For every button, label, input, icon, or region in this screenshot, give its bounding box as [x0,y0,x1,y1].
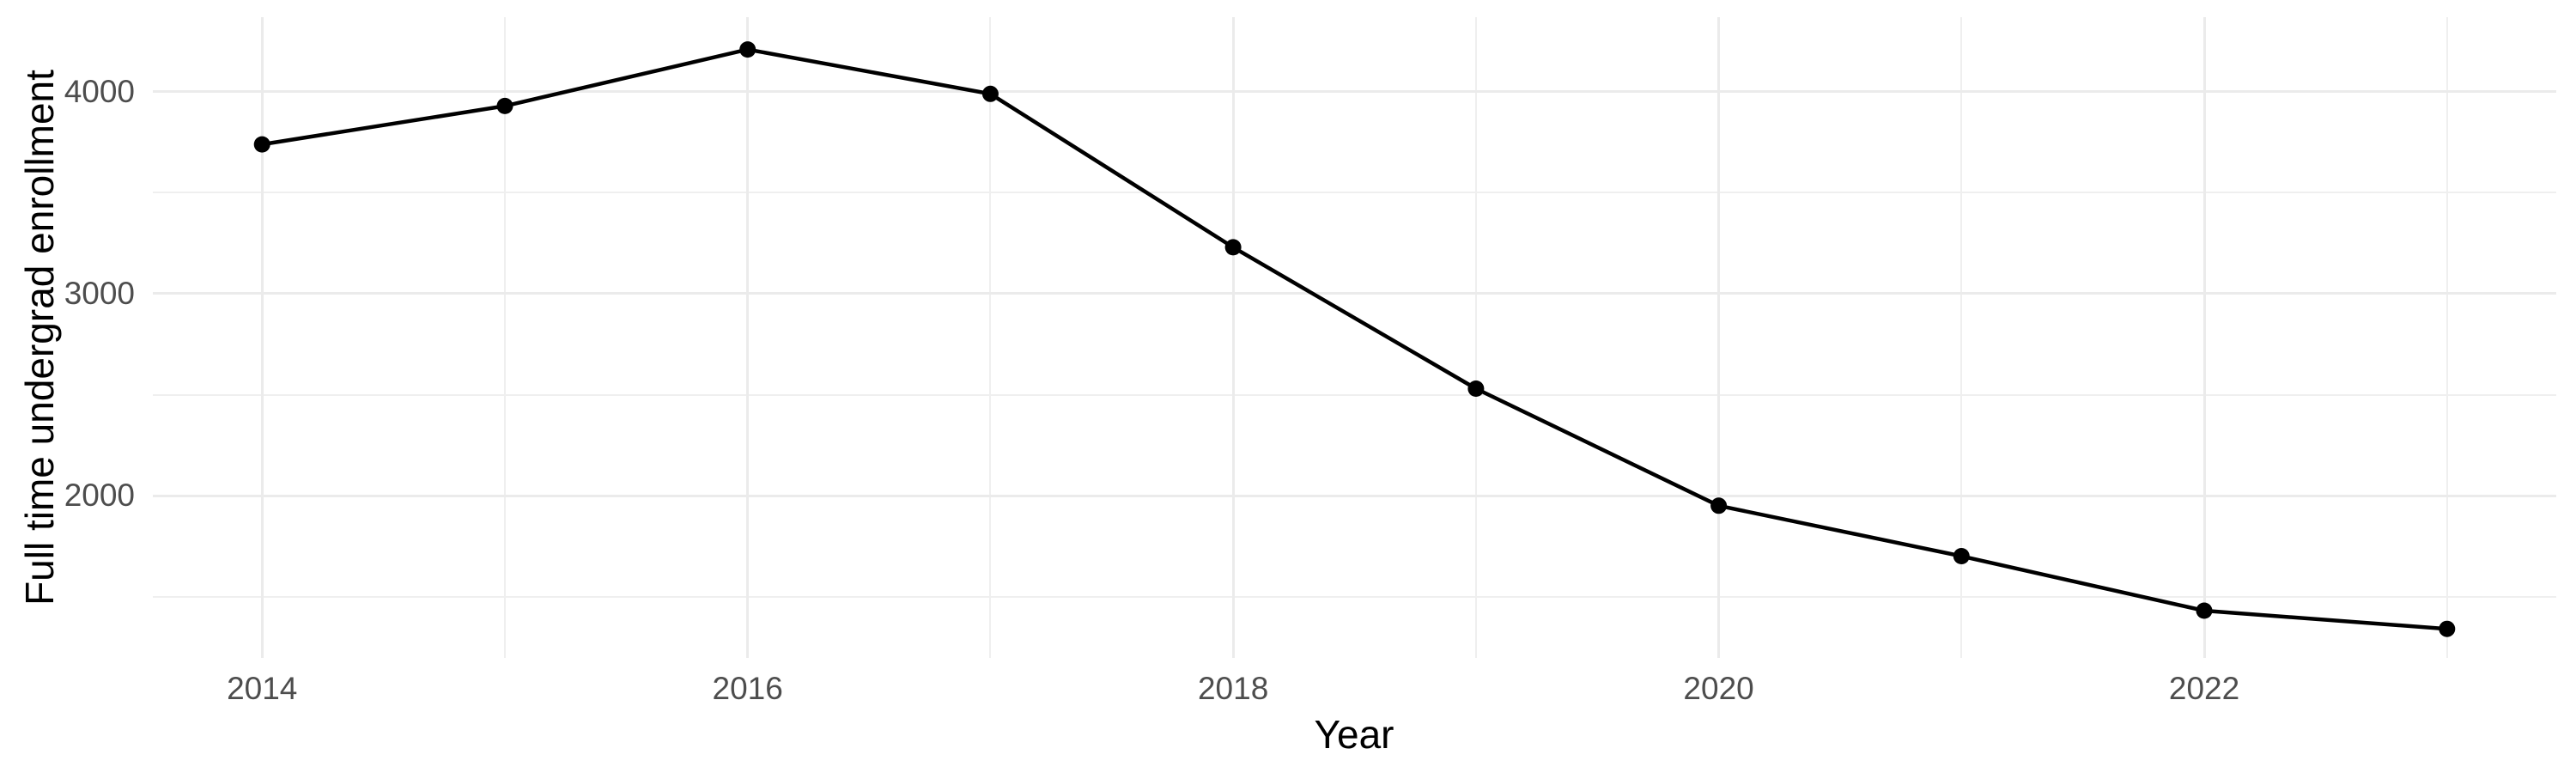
vertical-gridline [1717,17,1721,658]
data-point [1467,380,1485,397]
x-tick-label: 2020 [1683,671,1754,706]
vertical-gridline [2202,17,2206,658]
x-tick-label: 2022 [2168,671,2240,706]
gridlines [153,17,2556,658]
vertical-gridline [989,17,992,658]
horizontal-gridline [153,292,2556,295]
horizontal-gridline [153,595,2556,598]
y-tick-label: 2000 [64,478,135,514]
vertical-gridline [1960,17,1963,658]
x-axis-title: Year [1314,712,1394,757]
vertical-gridline [1474,17,1477,658]
horizontal-gridline [153,494,2556,497]
data-point [2439,620,2456,637]
horizontal-gridline [153,90,2556,94]
vertical-gridline [2445,17,2448,658]
data-point [739,41,756,58]
data-point [1224,239,1242,256]
data-point [496,97,513,114]
data-point [1953,548,1970,564]
data-line [261,47,2447,631]
data-point [1710,497,1728,514]
y-tick-label: 4000 [64,73,135,109]
x-tick-label: 2014 [227,671,298,706]
y-tick-label: 3000 [64,275,135,311]
data-point [981,85,999,102]
vertical-gridline [260,17,264,658]
horizontal-gridline [153,192,2556,194]
x-tick-label: 2016 [712,671,783,706]
y-axis-title: Full time undergrad enrollment [17,70,62,606]
horizontal-gridline [153,393,2556,396]
vertical-gridline [1231,17,1235,658]
x-tick-label: 2018 [1197,671,1269,706]
vertical-gridline [746,17,750,658]
data-point [253,136,270,153]
plot-panel [153,17,2556,658]
data-point [2196,602,2213,619]
vertical-gridline [503,17,506,658]
line-series [253,41,2456,637]
